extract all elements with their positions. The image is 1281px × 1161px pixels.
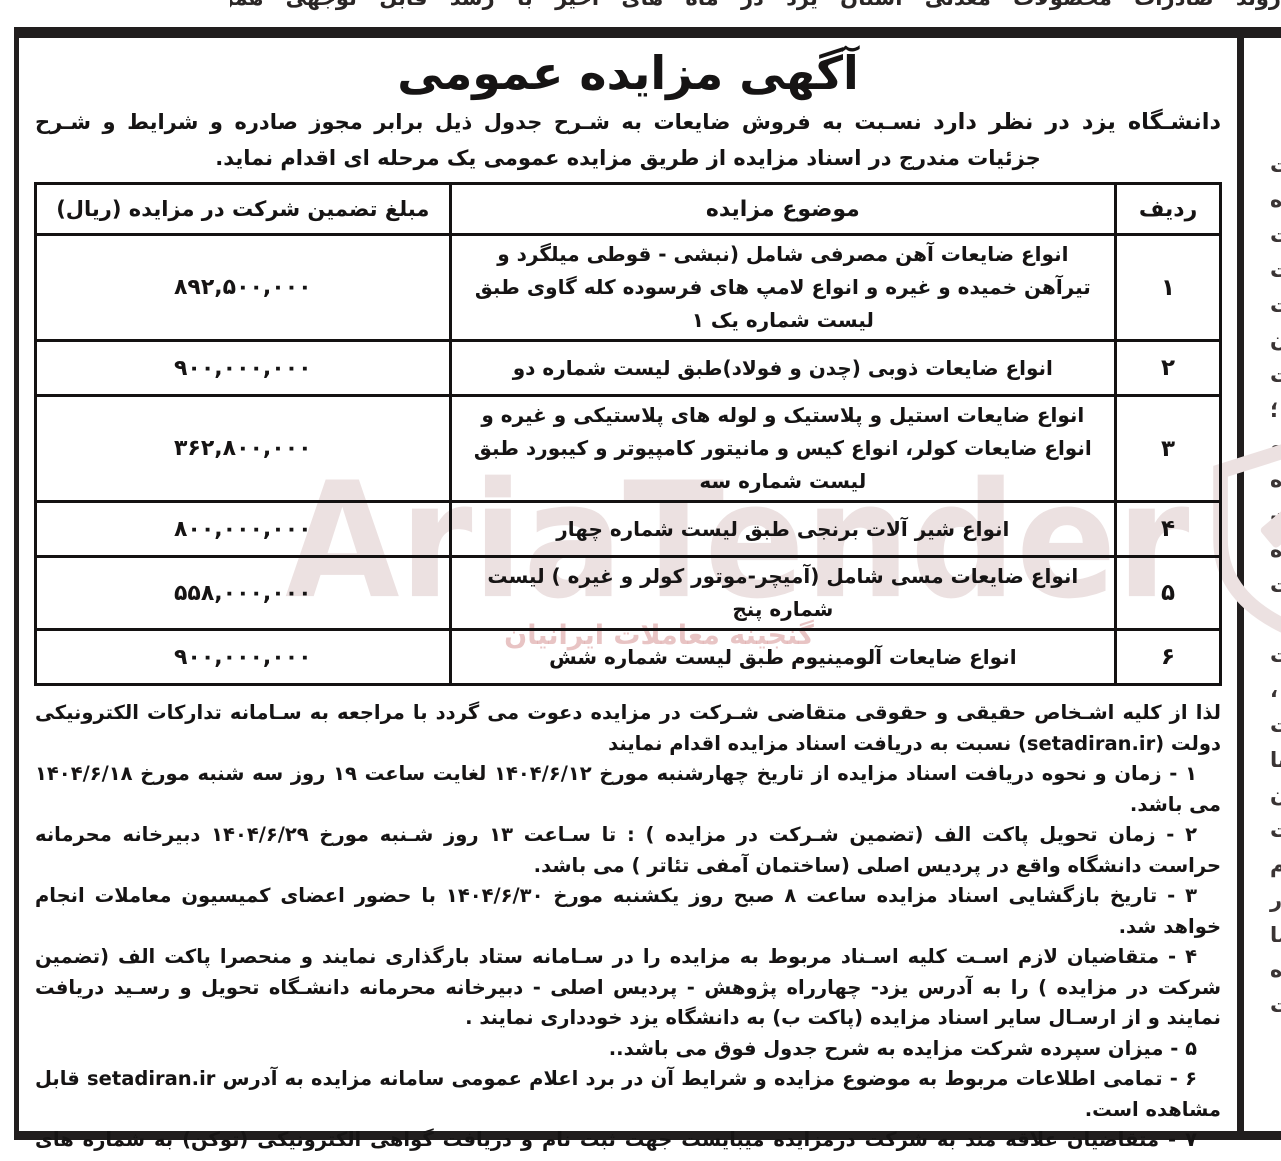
right-edge-fragments: ت ه ت ت ت ن ت ؛ و ه ت ه ت ت ت ، ت با ن ت… bbox=[1270, 153, 1281, 1017]
list-item-4: ۴ - متقاضیان لازم اسـت کلیه اسـناد مربوط… bbox=[35, 945, 1221, 1029]
table-row: ۳ انواع ضایعات استیل و پلاستیک و لوله ها… bbox=[34, 394, 1222, 503]
table-row: ۶ انواع ضایعات آلومینیوم طبق لیست شماره … bbox=[34, 628, 1222, 686]
table-row: ۵ انواع ضایعات مسی شامل (آمیچر-موتور کول… bbox=[34, 555, 1222, 631]
row-subject: انواع شیر آلات برنجی طبق لیست شماره چهار bbox=[448, 500, 1118, 558]
list-item-5: ۵ - میزان سپرده شرکت مزایده به شرح جدول … bbox=[608, 1036, 1197, 1060]
list-item-3: ۳ - تاریخ بازگشایی اسناد مزایده ساعت ۸ ص… bbox=[35, 884, 1221, 938]
row-number: ۲ bbox=[1114, 339, 1222, 397]
auction-table: ردیف موضوع مزایده مبلغ تضمین شرکت در مزا… bbox=[34, 182, 1222, 686]
header-amount: مبلغ تضمین شرکت در مزایده (ریال) bbox=[34, 182, 452, 236]
row-number: ۶ bbox=[1114, 628, 1222, 686]
top-edge-fragments: روند صادرات محصولات معدنی استان یزد در م… bbox=[230, 0, 1281, 11]
row-number: ۵ bbox=[1114, 555, 1222, 631]
row-subject: انواع ضایعات استیل و پلاستیک و لوله های … bbox=[448, 394, 1118, 503]
table-row: ۱ انواع ضایعات آهن مصرفی شامل (نبشی - قو… bbox=[34, 233, 1222, 342]
top-edge-clipped-text: روند صادرات محصولات معدنی استان یزد در م… bbox=[230, 0, 1281, 13]
ad-content: آگهی مزایده عمومی دانشـگاه یزد در نظر دا… bbox=[19, 38, 1237, 1161]
list-item-1: ۱ - زمان و نحوه دریافت اسناد مزایده از ت… bbox=[35, 762, 1221, 816]
row-amount: ۳۶۲,۸۰۰,۰۰۰ bbox=[34, 394, 452, 503]
row-amount: ۵۵۸,۰۰۰,۰۰۰ bbox=[34, 555, 452, 631]
row-subject: انواع ضایعات مسی شامل (آمیچر-موتور کولر … bbox=[448, 555, 1118, 631]
frame-top-rule bbox=[14, 27, 1281, 38]
row-amount: ۹۰۰,۰۰۰,۰۰۰ bbox=[34, 339, 452, 397]
row-subject: انواع ضایعات ذوبی (چدن و فولاد)طبق لیست … bbox=[448, 339, 1118, 397]
ad-frame: AriaTender گنجینه معاملات ایرانیان آگهی … bbox=[14, 38, 1281, 1161]
row-amount: ۸۹۲,۵۰۰,۰۰۰ bbox=[34, 233, 452, 342]
table-row: ۲ انواع ضایعات ذوبی (چدن و فولاد)طبق لیس… bbox=[34, 339, 1222, 397]
row-number: ۴ bbox=[1114, 500, 1222, 558]
right-edge-clipped-text: ت ه ت ت ت ن ت ؛ و ه ت ه ت ت ت ، ت با ن ت… bbox=[1266, 148, 1281, 1063]
list-item-7: ۷ - متقاضیان علاقه مند به شرکت درمزایده … bbox=[35, 1128, 1221, 1161]
row-subject: انواع ضایعات آلومینیوم طبق لیست شماره شش bbox=[448, 628, 1118, 686]
table-row: ۴ انواع شیر آلات برنجی طبق لیست شماره چه… bbox=[34, 500, 1222, 558]
lead-paragraph: لذا از کلیه اشـخاص حقیقی و حقوقی متقاضی … bbox=[35, 701, 1221, 755]
list-item-2: ۲ - زمان تحویل پاکت الف (تضمین شـرکت در … bbox=[35, 823, 1221, 877]
row-amount: ۸۰۰,۰۰۰,۰۰۰ bbox=[34, 500, 452, 558]
frame-bottom-rule bbox=[14, 1131, 1281, 1140]
table-header-row: ردیف موضوع مزایده مبلغ تضمین شرکت در مزا… bbox=[34, 182, 1222, 236]
intro-paragraph: دانشـگاه یزد در نظر دارد نسـبت به فروش ض… bbox=[35, 104, 1221, 176]
header-row-number: ردیف bbox=[1114, 182, 1222, 236]
row-number: ۱ bbox=[1114, 233, 1222, 342]
header-subject: موضوع مزایده bbox=[448, 182, 1118, 236]
row-number: ۳ bbox=[1114, 394, 1222, 503]
list-item-6: ۶ - تمامی اطلاعات مربوط به موضوع مزایده … bbox=[35, 1067, 1221, 1121]
intro-rest: نسـبت به فروش ضایعات به شـرح جدول ذیل بر… bbox=[35, 110, 1041, 170]
row-amount: ۹۰۰,۰۰۰,۰۰۰ bbox=[34, 628, 452, 686]
ad-title: آگهی مزایده عمومی bbox=[397, 46, 859, 100]
intro-lead: دانشـگاه یزد در نظر دارد bbox=[933, 109, 1221, 135]
row-subject: انواع ضایعات آهن مصرفی شامل (نبشی - قوطی… bbox=[448, 233, 1118, 342]
